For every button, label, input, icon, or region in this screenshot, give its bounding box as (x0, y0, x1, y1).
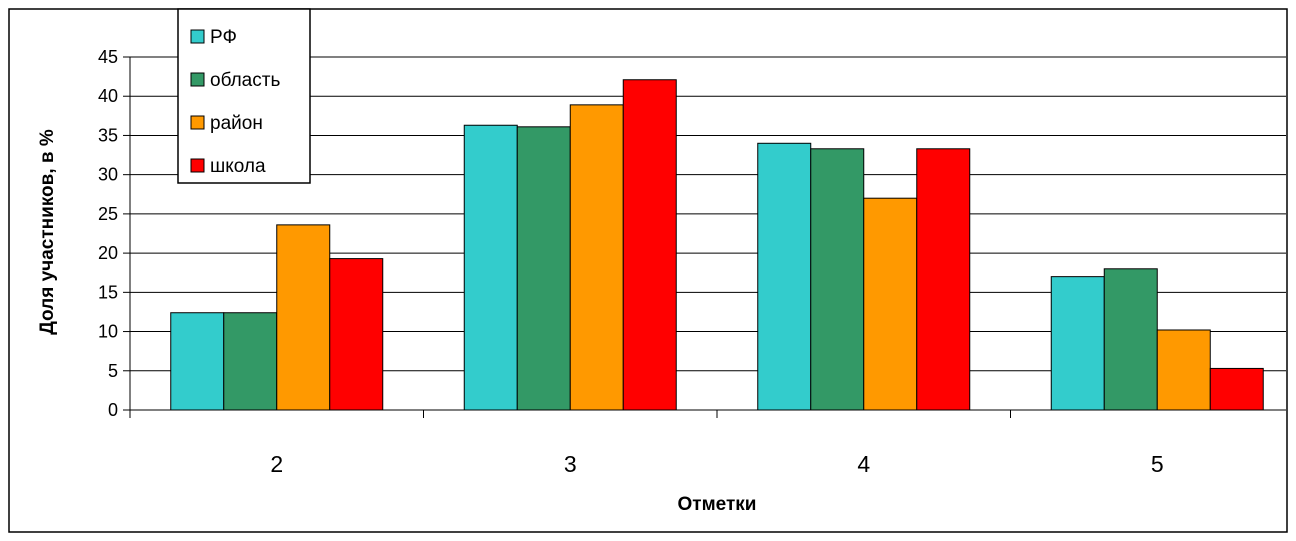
legend-swatch-РФ (190, 29, 205, 44)
y-tick-label-35: 35 (98, 125, 118, 145)
bar-школа-2 (329, 258, 384, 411)
bar-область-5 (1103, 268, 1158, 411)
x-tick-label-5: 5 (1151, 451, 1164, 477)
y-tick-label-15: 15 (98, 282, 118, 302)
y-axis-title: Доля участников, в % (37, 129, 58, 335)
bar-РФ-2 (170, 312, 225, 411)
bar-район-4 (863, 197, 918, 411)
y-tick-label-25: 25 (98, 204, 118, 224)
bar-школа-3 (622, 79, 677, 411)
x-tick-label-2: 2 (270, 451, 283, 477)
bar-РФ-5 (1050, 276, 1105, 411)
legend: РФ область район школа (177, 8, 311, 184)
x-axis-title: Отметки (678, 494, 757, 515)
legend-label-школа: школа (210, 156, 266, 177)
y-tick-label-20: 20 (98, 243, 118, 263)
bar-область-2 (223, 312, 278, 411)
y-tick-label-0: 0 (108, 400, 118, 420)
legend-swatch-район (190, 115, 205, 130)
legend-swatch-область (190, 72, 205, 87)
bar-район-3 (569, 104, 624, 411)
x-tick-label-3: 3 (564, 451, 577, 477)
legend-label-область: область (210, 70, 280, 91)
x-tick-label-4: 4 (857, 451, 870, 477)
y-tick-label-10: 10 (98, 322, 118, 342)
legend-label-район: район (210, 113, 263, 134)
bar-школа-5 (1209, 367, 1264, 411)
bar-РФ-4 (757, 142, 812, 411)
legend-label-РФ: РФ (210, 27, 237, 48)
bar-район-2 (276, 224, 331, 411)
legend-swatch-школа (190, 158, 205, 173)
bar-район-5 (1156, 329, 1211, 411)
bar-РФ-3 (463, 124, 518, 411)
bar-область-4 (810, 148, 865, 411)
bar-школа-4 (916, 148, 971, 411)
y-tick-label-30: 30 (98, 165, 118, 185)
y-tick-label-45: 45 (98, 47, 118, 67)
y-tick-label-40: 40 (98, 86, 118, 106)
bars (170, 79, 1264, 411)
y-tick-label-5: 5 (108, 361, 118, 381)
bar-область-3 (516, 126, 571, 411)
